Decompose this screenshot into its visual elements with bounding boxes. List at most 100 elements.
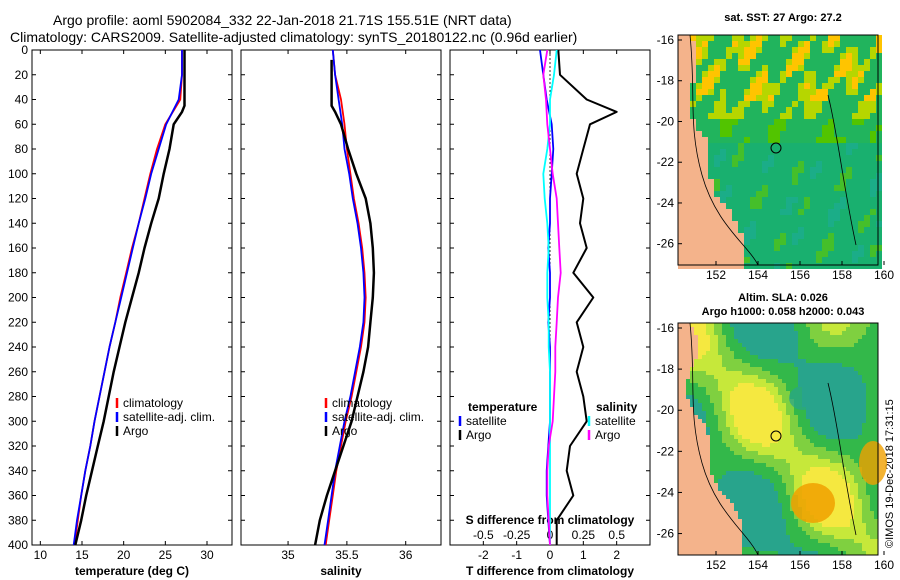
map-pixel (810, 203, 816, 209)
map-pixel (678, 185, 684, 191)
map-pixel (834, 395, 838, 399)
map-pixel (840, 155, 846, 161)
map-pixel (870, 143, 876, 149)
map-pixel (718, 387, 722, 391)
map-pixel (846, 487, 850, 491)
map-pixel (756, 47, 762, 53)
map-pixel (678, 391, 682, 395)
map-pixel (830, 539, 834, 543)
map-pixel (722, 471, 726, 475)
map-pixel (720, 89, 726, 95)
map-pixel (768, 245, 774, 251)
map-pixel (804, 173, 810, 179)
map-pixel (804, 107, 810, 113)
map-pixel (750, 531, 754, 535)
map-pixel (722, 475, 726, 479)
map-pixel (846, 173, 852, 179)
map-pixel (810, 125, 816, 131)
map-pixel (792, 263, 798, 269)
map-pixel (738, 375, 742, 379)
map-pixel (826, 347, 830, 351)
map-pixel (862, 543, 866, 547)
map-pixel (684, 95, 690, 101)
map-pixel (738, 137, 744, 143)
map-pixel (686, 523, 690, 527)
map-pixel (770, 355, 774, 359)
legend-label: satellite (595, 414, 636, 428)
map-pixel (870, 59, 876, 65)
map-pixel (682, 431, 686, 435)
x2-tick-label: -0.5 (473, 528, 494, 542)
map-pixel (720, 35, 726, 41)
map-pixel (870, 411, 874, 415)
map-pixel (758, 355, 762, 359)
map-pixel (694, 399, 698, 403)
map-pixel (758, 491, 762, 495)
map-pixel (714, 463, 718, 467)
map-pixel (864, 137, 870, 143)
map-pixel (802, 411, 806, 415)
map-pixel (730, 507, 734, 511)
map-pixel (744, 119, 750, 125)
map-pixel (818, 323, 822, 327)
map-pixel (698, 463, 702, 467)
map-pixel (742, 411, 746, 415)
map-pixel (694, 339, 698, 343)
map-pixel (870, 161, 876, 167)
map-pixel (840, 167, 846, 173)
map-pixel (846, 419, 850, 423)
map-pixel (852, 209, 858, 215)
map-pixel (810, 431, 814, 435)
map-pixel (822, 137, 828, 143)
map-pixel (714, 95, 720, 101)
map-pixel (726, 483, 730, 487)
map-pixel (850, 395, 854, 399)
map-pixel (840, 89, 846, 95)
map-pixel (790, 383, 794, 387)
map-pixel (786, 77, 792, 83)
map-pixel (786, 179, 792, 185)
map-pixel (768, 251, 774, 257)
map-pixel (734, 395, 738, 399)
map-pixel (734, 543, 738, 547)
map-pixel (686, 423, 690, 427)
map-pixel (698, 327, 702, 331)
map-pixel (690, 125, 696, 131)
map-pixel (702, 35, 708, 41)
map-pixel (826, 375, 830, 379)
map-pixel (858, 387, 862, 391)
map-pixel (816, 149, 822, 155)
map-pixel (842, 495, 846, 499)
map-pixel (686, 535, 690, 539)
map-pixel (706, 523, 710, 527)
map-pixel (754, 355, 758, 359)
map-pixel (754, 359, 758, 363)
map-pixel (864, 239, 870, 245)
map-pixel (742, 483, 746, 487)
map-pixel (806, 367, 810, 371)
map-pixel (774, 35, 780, 41)
map-pixel (718, 531, 722, 535)
map-pixel (834, 95, 840, 101)
map-pixel (756, 41, 762, 47)
map-pixel (810, 155, 816, 161)
map-pixel (794, 527, 798, 531)
map-pixel (838, 415, 842, 419)
map-pixel (778, 331, 782, 335)
map-pixel (734, 323, 738, 327)
map-pixel (714, 53, 720, 59)
map-pixel (854, 551, 858, 555)
map-pixel (850, 407, 854, 411)
map-pixel (698, 407, 702, 411)
map-pixel (732, 101, 738, 107)
map-pixel (826, 455, 830, 459)
map-pixel (738, 403, 742, 407)
map-pixel (678, 143, 684, 149)
map-pixel (846, 257, 852, 263)
map-pixel (768, 107, 774, 113)
map-pixel (790, 335, 794, 339)
map-pixel (730, 435, 734, 439)
map-pixel (846, 391, 850, 395)
map-pixel (702, 379, 706, 383)
map-pixel (828, 71, 834, 77)
